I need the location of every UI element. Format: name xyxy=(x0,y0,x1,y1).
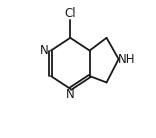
Text: NH: NH xyxy=(117,53,135,66)
Text: N: N xyxy=(66,88,75,101)
Text: Cl: Cl xyxy=(64,7,76,20)
Text: N: N xyxy=(40,44,49,57)
